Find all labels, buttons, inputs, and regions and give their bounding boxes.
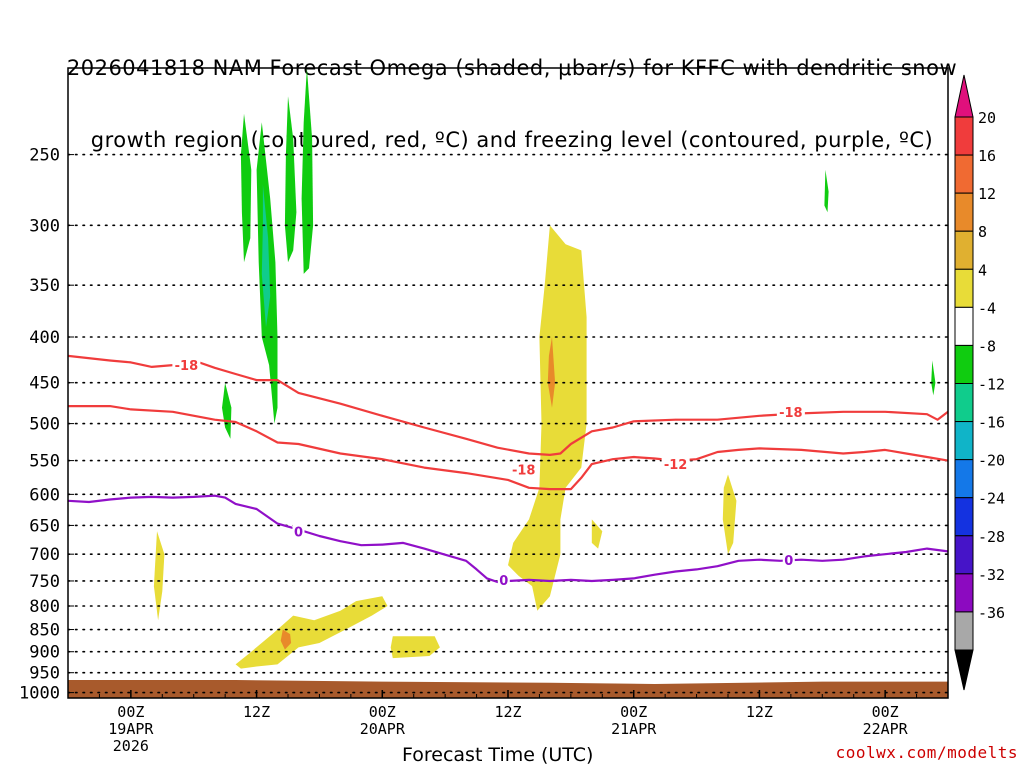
colorbar-swatch-4 bbox=[954, 268, 974, 308]
x-tick-label-4-0: 00Z bbox=[620, 703, 647, 721]
colorbar-label-2: 12 bbox=[978, 185, 996, 203]
colorbar-label-6: -8 bbox=[978, 337, 996, 355]
contour-0-2 bbox=[68, 494, 948, 584]
contour-label-extra-1-bg bbox=[776, 403, 805, 419]
plot-frame bbox=[67, 67, 949, 699]
x-tick-label-0-0: 00Z bbox=[117, 703, 144, 721]
terrain-fill bbox=[68, 680, 948, 698]
omega-shade-5 bbox=[547, 337, 556, 408]
omega-shade-15 bbox=[931, 360, 936, 396]
colorbar-label-3: 8 bbox=[978, 223, 987, 241]
colorbar-swatch-12 bbox=[954, 573, 974, 613]
contour-label-extra-1: -18 bbox=[779, 406, 803, 421]
contour-label-1: -12 bbox=[664, 458, 688, 473]
y-tick-label-850: 850 bbox=[29, 621, 60, 641]
colorbar-bottom-arrow bbox=[954, 649, 974, 691]
contour-label-2-bg bbox=[292, 523, 305, 539]
colorbar-swatch-6 bbox=[954, 344, 974, 384]
x-tick-label-0-2: 2026 bbox=[113, 737, 149, 755]
colorbar-swatch-10 bbox=[954, 497, 974, 537]
y-tick-label-350: 350 bbox=[29, 276, 60, 296]
omega-shade-1 bbox=[235, 596, 388, 669]
y-tick-label-700: 700 bbox=[29, 545, 60, 565]
colorbar-label-10: -24 bbox=[978, 490, 1005, 508]
colorbar-swatch-0 bbox=[954, 116, 974, 156]
y-tick-label-550: 550 bbox=[29, 452, 60, 472]
x-tick-label-3-0: 12Z bbox=[494, 703, 521, 721]
omega-shade-14 bbox=[824, 169, 829, 213]
y-tick-label-950: 950 bbox=[29, 664, 60, 684]
omega-shade-3 bbox=[390, 636, 440, 659]
colorbar-swatch-3 bbox=[954, 230, 974, 270]
omega-shade-12 bbox=[284, 96, 297, 263]
contour-label-extra-3: 0 bbox=[784, 554, 793, 569]
omega-shade-13 bbox=[301, 68, 314, 274]
x-tick-label-2-0: 00Z bbox=[369, 703, 396, 721]
y-tick-label-900: 900 bbox=[29, 643, 60, 663]
x-tick-label-4-1: 21APR bbox=[611, 720, 657, 738]
contour-label-extra-0: -18 bbox=[512, 464, 536, 479]
colorbar-label-12: -32 bbox=[978, 566, 1005, 584]
x-tick-label-2-1: 20APR bbox=[360, 720, 406, 738]
plot-area: -18 -12 0 -18 -18 0 0 bbox=[68, 68, 948, 698]
y-tick-label-600: 600 bbox=[29, 485, 60, 505]
contour-label-extra-0-bg bbox=[509, 461, 538, 477]
colorbar-swatch-8 bbox=[954, 421, 974, 461]
contour-label-extra-2-bg bbox=[497, 571, 510, 587]
y-tick-label-400: 400 bbox=[29, 328, 60, 348]
omega-shade-7 bbox=[722, 474, 737, 555]
omega-shade-2 bbox=[280, 629, 292, 650]
omega-shade-9 bbox=[240, 113, 252, 263]
x-tick-label-6-0: 00Z bbox=[872, 703, 899, 721]
x-tick-label-5-0: 12Z bbox=[746, 703, 773, 721]
colorbar-label-5: -4 bbox=[978, 299, 996, 317]
omega-shade-4 bbox=[508, 225, 587, 611]
title-line-2: growth region (contoured, red, ºC) and f… bbox=[90, 128, 934, 152]
colorbar-swatch-5 bbox=[954, 306, 974, 346]
y-tick-label-650: 650 bbox=[29, 516, 60, 536]
contour-label-extra-2: 0 bbox=[499, 574, 508, 589]
y-tick-label-500: 500 bbox=[29, 415, 60, 435]
y-tick-label-300: 300 bbox=[29, 216, 60, 236]
colorbar-label-8: -16 bbox=[978, 414, 1005, 432]
colorbar-swatch-1 bbox=[954, 154, 974, 194]
colorbar-swatch-11 bbox=[954, 535, 974, 575]
x-tick-label-6-1: 22APR bbox=[863, 720, 909, 738]
source-credit: coolwx.com/modelts bbox=[835, 743, 1018, 762]
y-tick-label-250: 250 bbox=[29, 146, 60, 166]
colorbar-label-1: 16 bbox=[978, 147, 996, 165]
omega-shade-8 bbox=[222, 382, 232, 439]
y-tick-label-750: 750 bbox=[29, 572, 60, 592]
colorbar-label-11: -28 bbox=[978, 528, 1005, 546]
omega-shade-11 bbox=[261, 184, 271, 328]
y-tick-label-800: 800 bbox=[29, 597, 60, 617]
contour-label-extra-3-bg bbox=[782, 552, 795, 568]
colorbar-top-arrow bbox=[954, 74, 974, 118]
contour-label-0-bg bbox=[172, 357, 201, 373]
contour-label-1-bg bbox=[661, 456, 690, 472]
x-tick-label-0-1: 19APR bbox=[108, 720, 154, 738]
x-axis-label: Forecast Time (UTC) bbox=[402, 744, 594, 766]
colorbar-label-0: 20 bbox=[978, 109, 996, 127]
colorbar-label-13: -36 bbox=[978, 604, 1005, 622]
omega-shade-6 bbox=[591, 519, 603, 549]
contour-label-2: 0 bbox=[294, 525, 303, 540]
colorbar-label-4: 4 bbox=[978, 261, 987, 279]
colorbar-swatch-7 bbox=[954, 383, 974, 423]
y-tick-label-1000: 1000 bbox=[19, 684, 60, 704]
y-tick-label-450: 450 bbox=[29, 374, 60, 394]
contour-label-0: -18 bbox=[175, 359, 199, 374]
colorbar-swatch-9 bbox=[954, 459, 974, 499]
x-tick-label-1-0: 12Z bbox=[243, 703, 270, 721]
omega-shade-0 bbox=[153, 531, 165, 621]
colorbar-label-9: -20 bbox=[978, 452, 1005, 470]
contour-m12-1 bbox=[68, 405, 948, 491]
colorbar-label-7: -12 bbox=[978, 376, 1005, 394]
colorbar-swatch-2 bbox=[954, 192, 974, 232]
colorbar-swatch-13 bbox=[954, 611, 974, 651]
